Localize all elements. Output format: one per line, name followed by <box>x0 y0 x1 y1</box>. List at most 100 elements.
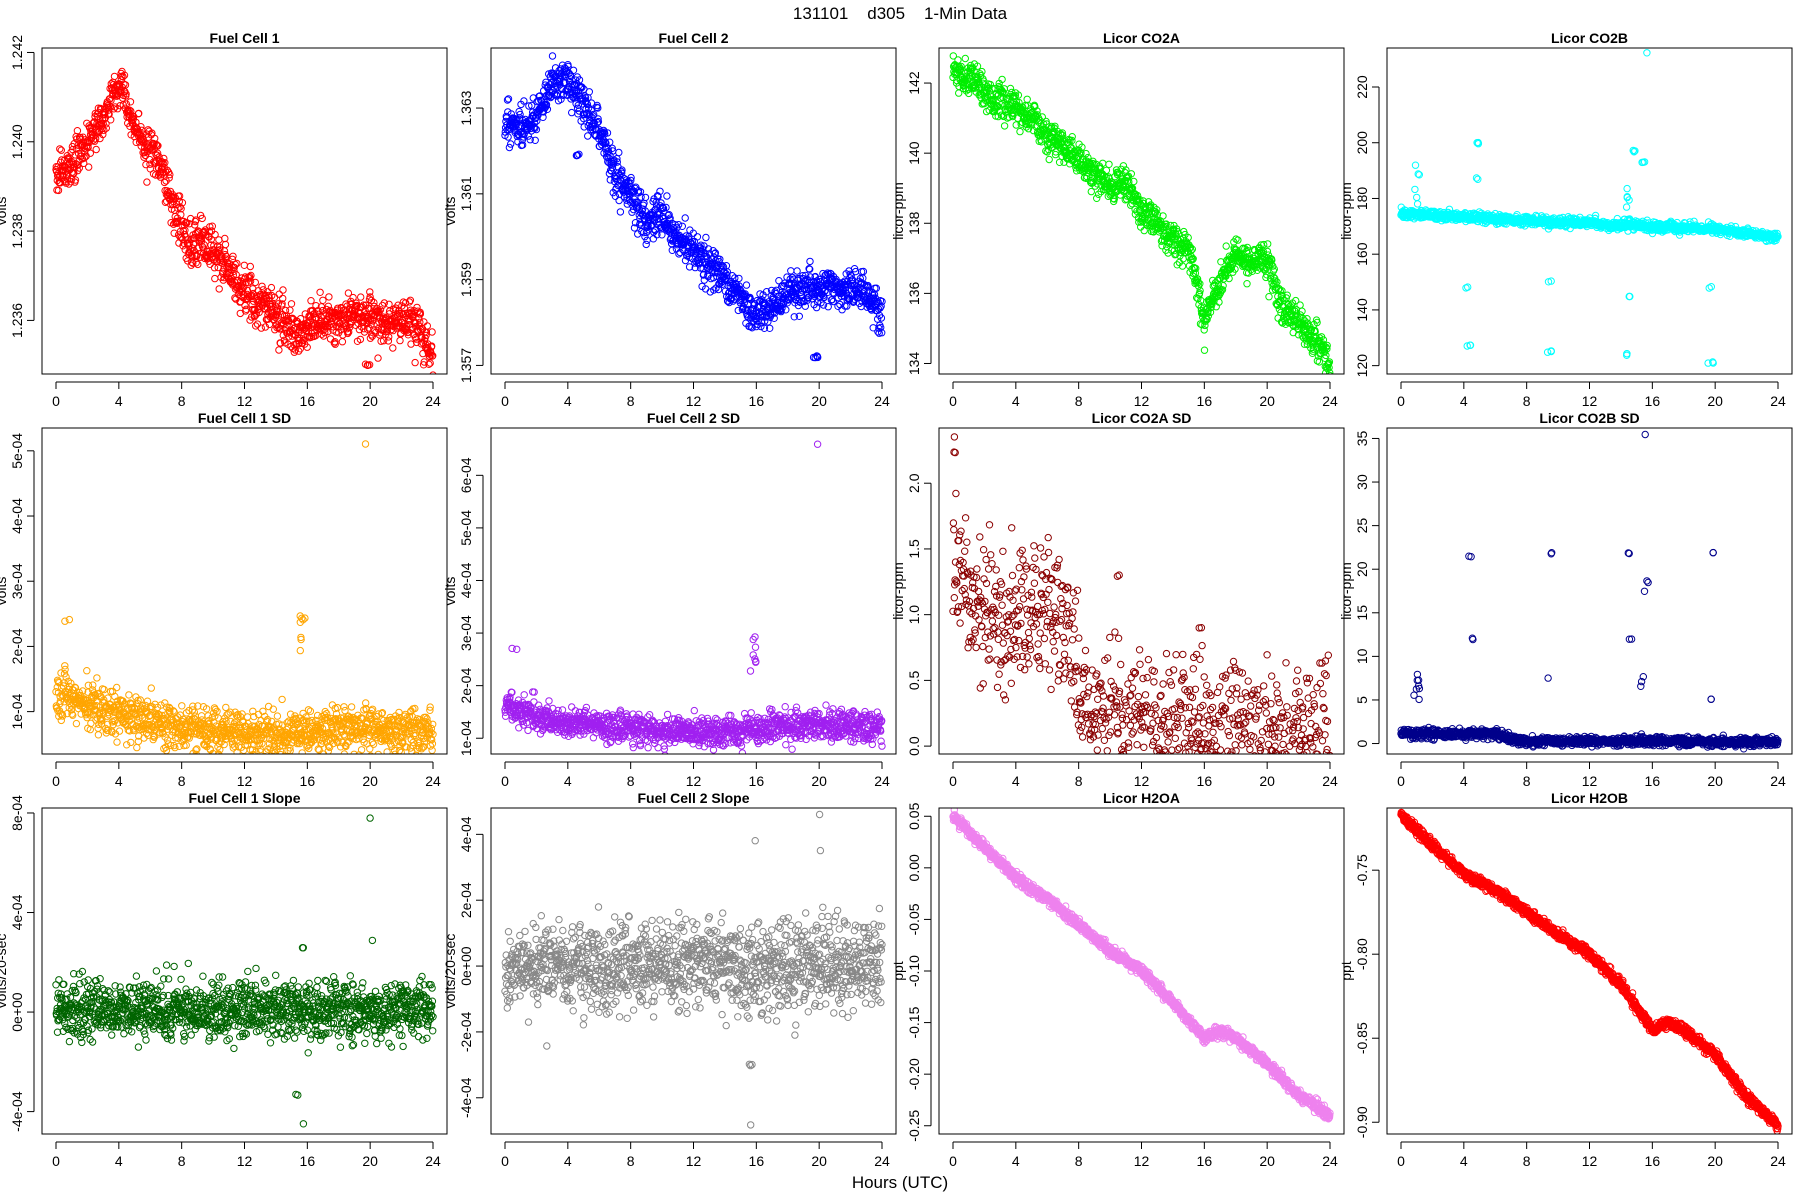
x-tick-label: 16 <box>1197 393 1213 409</box>
data-point <box>859 267 868 276</box>
data-point <box>120 71 129 79</box>
data-point <box>754 313 762 321</box>
data-point <box>1283 291 1291 299</box>
y-tick-label: 1.361 <box>458 176 474 211</box>
data-point <box>1315 358 1324 366</box>
data-point <box>416 310 425 318</box>
data-point <box>92 145 100 154</box>
y-axis-label: licor-ppm <box>890 182 906 240</box>
data-point <box>1279 295 1287 303</box>
data-point <box>1078 143 1086 151</box>
data-point <box>806 265 814 273</box>
data-point <box>734 306 742 315</box>
x-tick-label: 16 <box>749 393 765 409</box>
data-point <box>54 678 62 686</box>
data-point <box>344 289 353 297</box>
data-point <box>1271 277 1279 285</box>
data-point <box>1102 166 1111 175</box>
data-point <box>286 306 294 314</box>
data-point <box>366 334 375 342</box>
data-point <box>304 324 313 332</box>
data-point <box>143 178 151 186</box>
data-points <box>52 440 437 754</box>
data-point <box>525 102 533 110</box>
data-point <box>1472 174 1481 182</box>
data-point <box>1413 193 1421 202</box>
data-point <box>1138 213 1147 221</box>
data-point <box>331 338 339 346</box>
data-point <box>800 297 808 306</box>
data-point <box>689 229 697 237</box>
data-point <box>200 227 209 236</box>
data-point <box>230 263 239 272</box>
data-point <box>505 143 514 152</box>
data-point <box>1073 148 1082 156</box>
data-point <box>548 52 557 60</box>
y-tick-label: 1.242 <box>9 35 25 70</box>
data-point <box>530 123 538 131</box>
data-point <box>666 214 674 222</box>
data-point <box>770 314 778 322</box>
data-point <box>1227 264 1236 272</box>
data-point <box>1006 84 1015 93</box>
data-point <box>1167 233 1176 242</box>
data-point <box>176 203 184 211</box>
data-point <box>1278 291 1286 300</box>
data-point <box>795 312 803 320</box>
data-point <box>637 193 645 201</box>
data-point <box>275 346 283 354</box>
data-point <box>366 293 374 301</box>
y-tick-label: 1.238 <box>9 213 25 248</box>
data-point <box>653 192 662 200</box>
data-point <box>1188 245 1197 253</box>
data-point <box>175 192 184 200</box>
data-point <box>1464 283 1472 291</box>
data-point <box>1000 122 1009 130</box>
data-point <box>261 323 270 331</box>
data-point <box>648 214 657 222</box>
x-tick-label: 24 <box>1770 393 1786 409</box>
data-point <box>585 88 593 96</box>
data-point <box>325 321 333 330</box>
data-point <box>57 146 65 154</box>
data-point <box>823 269 832 277</box>
data-point <box>806 273 814 281</box>
data-point <box>766 324 774 332</box>
panel-title: Fuel Cell 1 <box>209 30 279 46</box>
x-tick-label: 0 <box>501 393 509 409</box>
data-point <box>205 233 213 241</box>
data-point <box>978 67 986 76</box>
data-point <box>376 306 385 314</box>
data-point <box>1158 221 1166 229</box>
panels-grid: Fuel Cell 10 4 8 12 16 20 241.2361.2381.2401.2… <box>0 30 1793 1169</box>
data-point <box>836 279 844 287</box>
x-tick-label: 8 <box>1523 393 1531 409</box>
data-points <box>501 52 886 362</box>
data-point <box>303 343 311 351</box>
data-point <box>415 314 423 322</box>
data-point <box>221 234 229 243</box>
data-point <box>429 352 437 360</box>
data-point <box>1415 171 1424 179</box>
data-point <box>627 176 635 185</box>
data-point <box>578 83 586 91</box>
data-point <box>607 167 616 175</box>
data-point <box>790 313 798 321</box>
data-point <box>279 286 287 294</box>
data-point <box>324 302 332 310</box>
data-point <box>349 293 357 302</box>
data-point <box>1643 49 1651 57</box>
data-point <box>1196 280 1204 288</box>
y-tick-label: 142 <box>906 71 922 95</box>
data-point <box>1264 240 1272 248</box>
data-point <box>1178 262 1187 270</box>
data-point <box>1204 312 1213 320</box>
data-point <box>1625 292 1633 301</box>
data-point <box>1015 98 1023 107</box>
data-point <box>194 260 202 269</box>
data-point <box>142 160 150 169</box>
data-point <box>568 108 576 117</box>
data-point <box>1171 229 1180 238</box>
data-point <box>70 169 78 177</box>
data-point <box>1298 307 1306 315</box>
